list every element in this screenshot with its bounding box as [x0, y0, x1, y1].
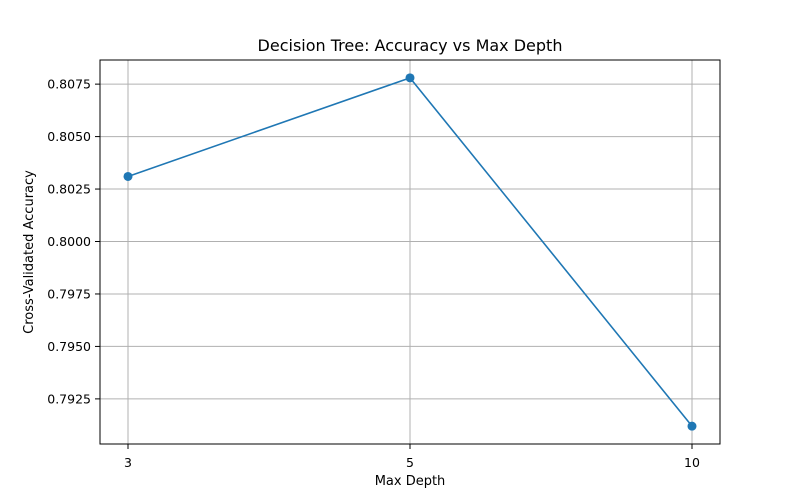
- y-tick-label: 0.8075: [47, 77, 91, 92]
- y-axis-label: Cross-Validated Accuracy: [22, 170, 37, 334]
- data-point: [405, 73, 415, 83]
- x-tick-label: 3: [124, 455, 132, 470]
- y-tick-label: 0.8025: [47, 182, 91, 197]
- y-tick-label: 0.7925: [47, 391, 91, 406]
- x-axis-label: Max Depth: [375, 474, 446, 489]
- ticks-layer: 3 5 10 0.7925 0.7950 0.7975 0.8000 0.8025 0.8050…: [47, 77, 700, 470]
- y-tick-label: 0.8050: [47, 129, 91, 144]
- y-tick-label: 0.7950: [47, 339, 91, 354]
- x-tick-label: 5: [406, 455, 414, 470]
- x-tick-label: 10: [684, 455, 700, 470]
- grid-layer: [100, 60, 720, 444]
- series-layer: [123, 73, 697, 431]
- data-point: [687, 421, 697, 431]
- y-tick-label: 0.7975: [47, 286, 91, 301]
- data-point: [123, 171, 133, 181]
- y-tick-label: 0.8000: [47, 234, 91, 249]
- chart-title: Decision Tree: Accuracy vs Max Depth: [258, 36, 563, 55]
